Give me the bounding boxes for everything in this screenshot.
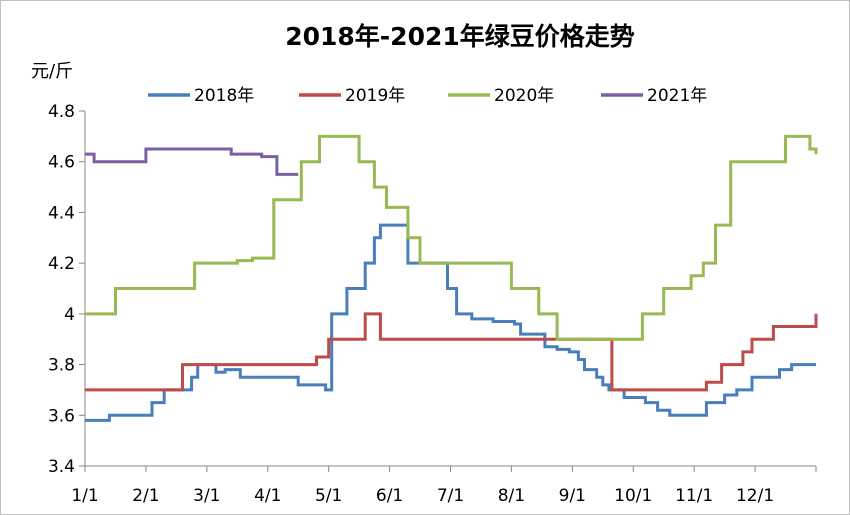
x-tick-label: 1/1 (71, 486, 98, 506)
x-tick-label: 2/1 (132, 486, 159, 506)
plot-area (85, 134, 818, 422)
x-tick-label: 12/1 (736, 486, 774, 506)
x-tick-label: 6/1 (376, 486, 403, 506)
series-line (85, 134, 818, 341)
x-tick-label: 10/1 (614, 486, 652, 506)
legend: 2018年 2019年 2020年 2021年 (148, 86, 707, 106)
legend-label: 2019年 (345, 86, 405, 106)
y-tick-label: 3.8 (48, 356, 75, 376)
x-tick-label: 11/1 (675, 486, 713, 506)
y-axis-unit-label: 元/斤 (31, 61, 73, 82)
y-tick-label: 4.2 (48, 254, 75, 274)
y-tick-label: 3.4 (48, 457, 75, 477)
axes: 3.4 3.6 3.8 4 4.2 4.4 4.6 4.8 1/1 2/1 3/1 4/1 5/1 6/1… (48, 102, 817, 506)
x-tick-label: 3/1 (193, 486, 220, 506)
y-tick-label: 4.4 (48, 203, 75, 223)
x-tick-label: 7/1 (437, 486, 464, 506)
x-tick-label: 5/1 (315, 486, 342, 506)
y-tick-label: 4.8 (48, 102, 75, 122)
legend-label: 2018年 (194, 86, 254, 106)
series-line (85, 147, 299, 176)
y-tick-label: 4.6 (48, 153, 75, 173)
x-tick-label: 8/1 (498, 486, 525, 506)
chart-title: 2018年-2021年绿豆价格走势 (285, 22, 635, 51)
legend-label: 2020年 (494, 86, 554, 106)
x-tick-label: 4/1 (254, 486, 281, 506)
x-tick-label: 9/1 (559, 486, 586, 506)
y-tick-label: 4 (64, 305, 75, 325)
y-tick-label: 3.6 (48, 406, 75, 426)
series-line (85, 223, 816, 422)
legend-label: 2021年 (647, 86, 707, 106)
